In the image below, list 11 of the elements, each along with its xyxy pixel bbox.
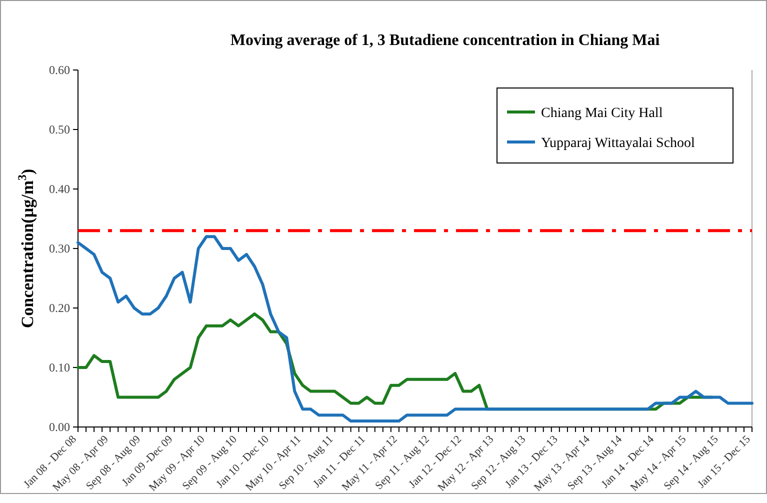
y-tick-label: 0.40 xyxy=(49,182,70,196)
legend-label: Yupparaj Wittayalai School xyxy=(541,136,696,151)
y-tick-label: 0.60 xyxy=(49,63,70,78)
y-tick-label: 0.30 xyxy=(49,242,70,256)
legend-label: Chiang Mai City Hall xyxy=(541,106,663,121)
line-series xyxy=(76,235,754,423)
y-tick-label: 0.00 xyxy=(49,420,70,434)
y-tick-label: 0.10 xyxy=(49,360,70,375)
y-tick-label: 0.20 xyxy=(49,301,70,316)
y-tick-label: 0.50 xyxy=(49,122,70,137)
chart-title: Moving average of 1, 3 Butadiene concentration in Chiang Mai xyxy=(230,32,660,49)
